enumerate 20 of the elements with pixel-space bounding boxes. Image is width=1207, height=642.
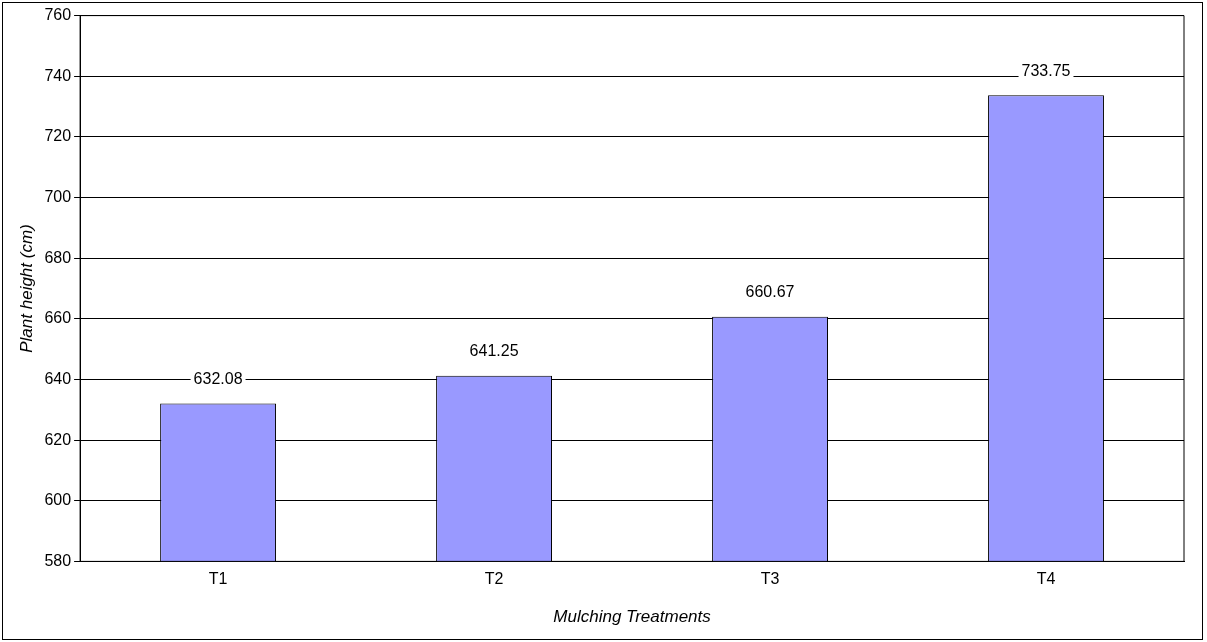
data-label: 632.08 (193, 369, 243, 387)
y-axis-title: Plant height (cm) (16, 224, 36, 353)
y-tick-label: 640 (44, 369, 72, 387)
y-tick-label: 620 (44, 430, 72, 448)
y-tick-label: 760 (44, 6, 72, 24)
data-label: 660.67 (745, 283, 795, 301)
y-tick-label: 680 (44, 248, 72, 266)
y-tick-label: 720 (44, 127, 72, 145)
y-tick-label: 660 (44, 309, 72, 327)
data-label: 733.75 (1021, 61, 1071, 79)
x-tick-label: T2 (484, 570, 504, 588)
x-tick-label: T1 (208, 570, 228, 588)
y-tick-label: 740 (44, 66, 72, 84)
x-axis-title: Mulching Treatments (553, 606, 712, 626)
x-tick-label: T4 (1036, 570, 1056, 588)
x-tick-label: T3 (760, 570, 780, 588)
y-tick-label: 600 (44, 491, 72, 509)
data-label: 641.25 (469, 342, 519, 360)
y-tick-label: 700 (44, 187, 72, 205)
y-tick-label: 580 (44, 551, 72, 569)
